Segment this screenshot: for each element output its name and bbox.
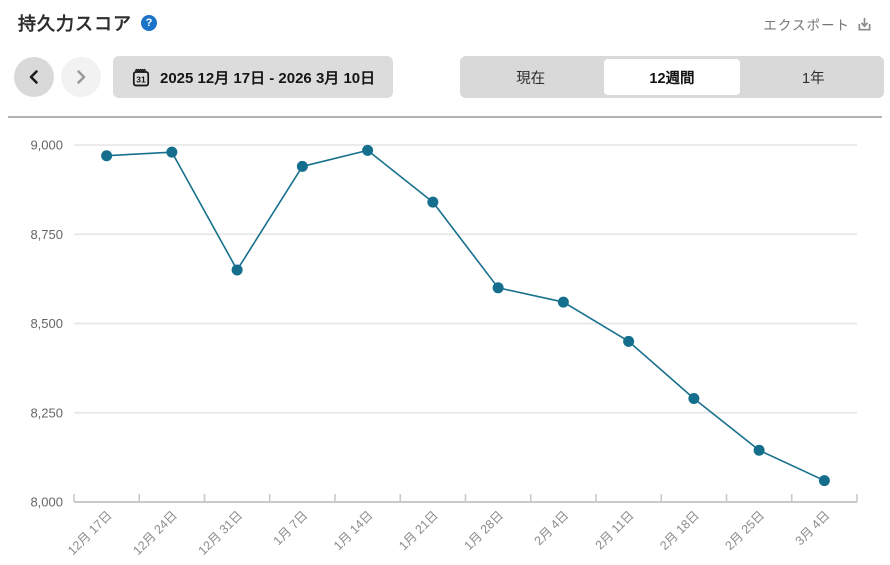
chart-point[interactable]: [557, 296, 569, 308]
x-tick-label: 1月 28日: [461, 508, 506, 553]
y-tick-label: 8,250: [30, 405, 63, 420]
export-button[interactable]: エクスポート: [763, 10, 872, 38]
date-range-label: 2025 12月 17日 - 2026 3月 10日: [160, 69, 376, 87]
calendar-icon: 31: [132, 68, 150, 86]
chart-point[interactable]: [362, 144, 374, 156]
export-label: エクスポート: [763, 18, 850, 33]
svg-text:31: 31: [136, 74, 146, 84]
chart-point[interactable]: [231, 264, 243, 276]
time-range-tabs: 現在 12週間 1年: [460, 56, 884, 98]
chart-point[interactable]: [427, 196, 439, 208]
x-tick-label: 2月 25日: [722, 508, 767, 553]
x-tick-label: 3月 4日: [793, 508, 833, 548]
x-tick-label: 1月 21日: [396, 508, 441, 553]
chart-point[interactable]: [296, 160, 308, 172]
x-tick-label: 2月 11日: [593, 508, 637, 552]
y-tick-label: 8,750: [30, 227, 63, 242]
next-period-button[interactable]: [61, 57, 101, 97]
header: 持久力スコア ? エクスポート: [0, 0, 890, 46]
chart-point[interactable]: [818, 475, 830, 487]
page-title: 持久力スコア: [18, 14, 132, 34]
help-icon[interactable]: ?: [141, 15, 157, 31]
controls-bar: 31 2025 12月 17日 - 2026 3月 10日 現在 12週間 1年: [14, 56, 884, 98]
chart-point[interactable]: [101, 150, 113, 162]
x-tick-label: 2月 18日: [657, 508, 702, 553]
x-tick-label: 2月 4日: [532, 508, 572, 548]
date-range-button[interactable]: 31 2025 12月 17日 - 2026 3月 10日: [113, 56, 394, 98]
x-tick-label: 1月 14日: [331, 508, 376, 553]
x-tick-label: 12月 17日: [65, 508, 115, 555]
y-tick-label: 8,500: [30, 316, 63, 331]
title-wrap: 持久力スコア ?: [18, 10, 157, 36]
tab-current[interactable]: 現在: [463, 59, 598, 95]
chart-line: [106, 149, 825, 482]
tab-1-year[interactable]: 1年: [746, 59, 881, 95]
x-tick-label: 12月 31日: [196, 508, 246, 555]
y-tick-label: 8,000: [30, 495, 63, 510]
chart-point[interactable]: [753, 444, 765, 456]
prev-period-button[interactable]: [14, 57, 54, 97]
export-icon: [858, 17, 871, 30]
x-tick-label: 1月 7日: [271, 508, 311, 548]
x-tick-label: 12月 24日: [130, 508, 180, 555]
y-tick-label: 9,000: [30, 138, 63, 153]
chart-section: 9,000 8,750 8,500 8,250 8,000 12月 17日 12月 24日 1…: [0, 118, 890, 555]
section-divider: [8, 116, 882, 118]
chart-point[interactable]: [623, 335, 635, 347]
chart-point[interactable]: [492, 282, 504, 294]
chevron-left-icon: [29, 70, 38, 84]
chart-point[interactable]: [166, 146, 178, 158]
chart-point[interactable]: [688, 392, 700, 404]
tab-12-weeks[interactable]: 12週間: [604, 59, 740, 95]
chevron-right-icon: [77, 70, 86, 84]
